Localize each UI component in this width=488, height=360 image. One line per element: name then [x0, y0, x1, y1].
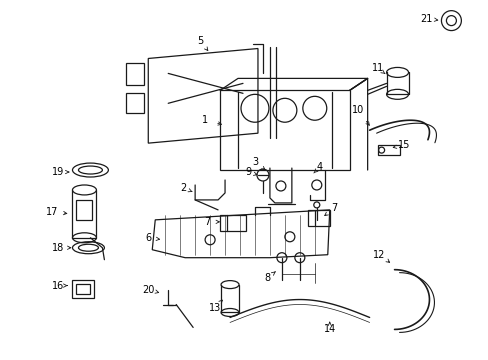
Text: 3: 3	[251, 157, 258, 167]
Text: 20: 20	[142, 284, 154, 294]
Text: 10: 10	[351, 105, 363, 115]
Text: 17: 17	[46, 207, 59, 217]
Text: 18: 18	[52, 243, 64, 253]
Bar	[76, 284, 90, 293]
Text: 4: 4	[316, 162, 322, 172]
Bar	[307, 210, 329, 226]
Text: 16: 16	[52, 280, 64, 291]
Text: 11: 11	[371, 63, 383, 73]
Text: 2: 2	[180, 183, 186, 193]
Bar	[76, 200, 92, 220]
Text: 14: 14	[323, 324, 335, 334]
Text: 12: 12	[373, 250, 385, 260]
Bar	[126, 93, 144, 113]
Bar	[220, 90, 349, 170]
Bar	[72, 280, 94, 298]
Bar	[220, 215, 245, 231]
Text: 21: 21	[419, 14, 432, 24]
Text: 7: 7	[203, 217, 210, 227]
Text: 15: 15	[398, 140, 410, 150]
Text: 1: 1	[202, 115, 208, 125]
Text: 9: 9	[244, 167, 250, 177]
Bar	[126, 63, 144, 85]
Text: 8: 8	[264, 273, 270, 283]
Text: 6: 6	[145, 233, 151, 243]
Text: 5: 5	[197, 36, 203, 46]
Bar	[377, 145, 399, 155]
Text: 19: 19	[52, 167, 64, 177]
Text: 7: 7	[331, 203, 337, 213]
Text: 13: 13	[208, 302, 221, 312]
